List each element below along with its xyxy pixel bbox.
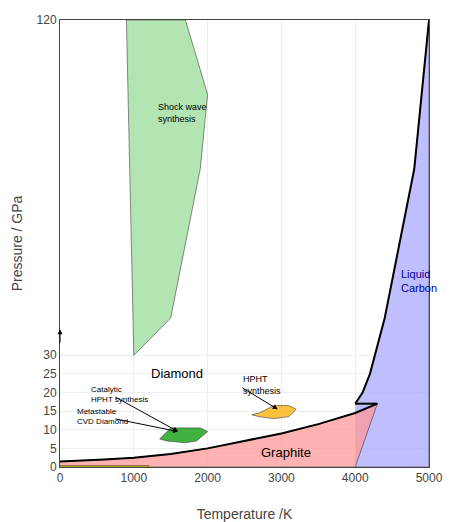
svg-text:15: 15 [43, 404, 57, 418]
svg-text:5: 5 [50, 442, 57, 456]
svg-text:1000: 1000 [120, 471, 147, 485]
svg-text:LiquidCarbon: LiquidCarbon [401, 268, 437, 294]
svg-text:25: 25 [43, 367, 57, 381]
svg-text:10: 10 [43, 423, 57, 437]
svg-text:Graphite: Graphite [261, 445, 311, 460]
svg-text:Pressure / GPa: Pressure / GPa [9, 195, 25, 291]
svg-text:Temperature /K: Temperature /K [197, 506, 293, 522]
svg-text:CatalyticHPHT synthesis: CatalyticHPHT synthesis [91, 385, 148, 404]
svg-text:MetastableCVD Diamond: MetastableCVD Diamond [77, 407, 128, 426]
svg-text:Diamond: Diamond [151, 366, 203, 381]
svg-text:120: 120 [37, 13, 57, 27]
svg-text:3000: 3000 [268, 471, 295, 485]
svg-text:2000: 2000 [194, 471, 221, 485]
svg-text:4000: 4000 [342, 471, 369, 485]
svg-text:0: 0 [50, 460, 57, 474]
svg-text:HPHTsynthesis: HPHTsynthesis [243, 374, 281, 396]
svg-text:30: 30 [43, 348, 57, 362]
svg-text:5000: 5000 [416, 471, 443, 485]
svg-text:20: 20 [43, 386, 57, 400]
svg-text:0: 0 [57, 471, 64, 485]
svg-text:Shock wavesynthesis: Shock wavesynthesis [158, 102, 207, 124]
